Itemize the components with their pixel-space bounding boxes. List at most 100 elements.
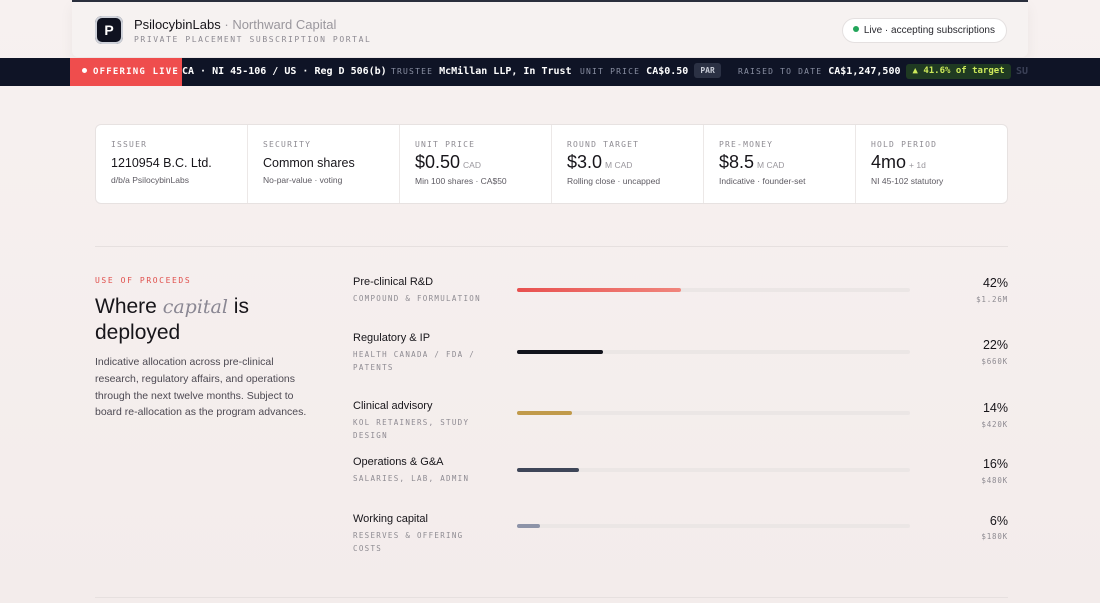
stat-label: PRE-MONEY	[719, 140, 774, 149]
stat-unit: + 1d	[909, 160, 926, 170]
allocation-sub: HEALTH CANADA / FDA / PATENTS	[353, 350, 476, 372]
ticker-trailing: SU	[1016, 66, 1029, 77]
section-title: Where capital is deployed	[95, 294, 315, 345]
stat-value-row: 4mo + 1d	[871, 152, 1007, 173]
allocation-amount: $480K	[981, 476, 1008, 485]
brand-name: PsilocybinLabs · Northward Capital	[134, 17, 336, 32]
allocation-fill	[517, 411, 572, 415]
allocation-sub: KOL RETAINERS, STUDY DESIGN	[353, 418, 470, 440]
stat-sub: Rolling close · uncapped	[567, 176, 661, 186]
stat-label: UNIT PRICE	[415, 140, 476, 149]
section-description: Indicative allocation across pre-clinica…	[95, 356, 307, 419]
allocation-sub: RESERVES & OFFERING COSTS	[353, 531, 464, 553]
ticker-unit-price: UNIT PRICE CA$0.50 PAR	[580, 58, 721, 86]
live-status-pill[interactable]: Live · accepting subscriptions	[841, 18, 1007, 43]
allocation-track	[517, 350, 910, 354]
stat-unit: M CAD	[757, 160, 785, 170]
stat-unit: M CAD	[605, 160, 633, 170]
ticker-unit-price-label: UNIT PRICE	[580, 67, 641, 76]
allocation-track	[517, 524, 910, 528]
ticker-raised-value: CA$1,247,500	[828, 66, 901, 77]
section-divider	[95, 246, 1008, 247]
allocation-sub: COMPOUND & FORMULATION	[353, 294, 481, 303]
stat-value-row: $3.0 M CAD	[567, 152, 703, 173]
allocation-percent: 22%	[982, 338, 1008, 352]
stat-sub: d/b/a PsilocybinLabs	[111, 175, 189, 185]
stat-value-row: $8.5 M CAD	[719, 152, 855, 173]
stat-sub: No-par-value · voting	[263, 175, 343, 185]
offering-live-text: OFFERING LIVE	[93, 67, 180, 77]
brand-logo[interactable]: P	[95, 16, 123, 44]
stat-label: ISSUER	[111, 140, 148, 149]
section-divider-bottom	[95, 597, 1008, 598]
allocation-sub: SALARIES, LAB, ADMIN	[353, 474, 470, 483]
stat-value: Common shares	[263, 156, 355, 170]
stat-label: HOLD PERIOD	[871, 140, 938, 149]
live-dot-icon	[82, 68, 87, 73]
stat-label: ROUND TARGET	[567, 140, 640, 149]
ticker-par-tag: PAR	[694, 63, 721, 78]
allocation-name: Operations & G&A	[353, 456, 444, 468]
allocation-amount: $1.26M	[976, 295, 1008, 304]
allocation-amount: $420K	[981, 420, 1008, 429]
allocation-fill	[517, 468, 580, 472]
brand-separator: ·	[224, 17, 229, 32]
stat-sub: Indicative · founder-set	[719, 176, 806, 186]
ticker-raised-label: RAISED TO DATE	[738, 67, 823, 76]
stat-sub: NI 45-102 statutory	[871, 176, 944, 186]
section-eyebrow: USE OF PROCEEDS	[95, 276, 192, 285]
allocation-percent: 6%	[989, 514, 1008, 528]
section-title-end: is deployed	[95, 295, 249, 344]
allocation-row: Operations & G&A SALARIES, LAB, ADMIN 16…	[353, 456, 1008, 506]
stat-value: $8.5	[719, 152, 755, 172]
allocation-row: Clinical advisory KOL RETAINERS, STUDY D…	[353, 400, 1008, 450]
stat-value: 1210954 B.C. Ltd.	[111, 156, 212, 170]
allocation-fill	[517, 288, 681, 292]
brand-partner: Northward Capital	[232, 17, 337, 32]
ticker-raised: RAISED TO DATE CA$1,247,500 ▲ 41.6% of tar…	[738, 58, 1011, 86]
allocation-percent: 14%	[982, 401, 1008, 415]
allocation-row: Working capital RESERVES & OFFERING COST…	[353, 513, 1008, 563]
allocation-row: Pre-clinical R&D COMPOUND & FORMULATION …	[353, 276, 1008, 326]
offering-terms-card: ISSUER 1210954 B.C. Ltd. d/b/a Psilocybi…	[95, 124, 1008, 204]
allocation-track	[517, 468, 910, 472]
allocation-name: Pre-clinical R&D	[353, 276, 434, 288]
stat-value: $3.0	[567, 152, 603, 172]
stat-security: SECURITY Common shares No-par-value · vo…	[248, 125, 400, 203]
stat-issuer: ISSUER 1210954 B.C. Ltd. d/b/a Psilocybi…	[96, 125, 248, 203]
stat-value-row: $0.50 CAD	[415, 152, 551, 173]
stat-label: SECURITY	[263, 140, 312, 149]
allocation-amount: $660K	[981, 357, 1008, 366]
section-title-start: Where	[95, 295, 157, 318]
live-status-text: Live · accepting subscriptions	[863, 25, 995, 36]
stat-hold-period: HOLD PERIOD 4mo + 1d NI 45-102 statutory	[856, 125, 1007, 203]
live-status-dot-icon	[852, 26, 859, 32]
brand-subtitle: PRIVATE PLACEMENT SUBSCRIPTION PORTAL	[134, 35, 372, 44]
ticker-unit-price-value: CA$0.50	[646, 66, 689, 77]
ticker-raised-badge: ▲ 41.6% of target	[906, 64, 1011, 79]
portal-header: P PsilocybinLabs · Northward Capital PRI…	[72, 0, 1028, 57]
ticker-trustee-label: TRUSTEE	[391, 67, 434, 76]
allocation-row: Regulatory & IP HEALTH CANADA / FDA / PA…	[353, 332, 1008, 382]
stat-value: $0.50	[415, 152, 461, 172]
allocation-amount: $180K	[981, 532, 1008, 541]
allocation-fill	[517, 350, 603, 354]
stat-unit-price: UNIT PRICE $0.50 CAD Min 100 shares · CA$…	[400, 125, 552, 203]
allocation-fill	[517, 524, 541, 528]
offering-ticker: OFFERING LIVE CA · NI 45-106 / US · Reg …	[0, 58, 1100, 86]
allocation-percent: 42%	[982, 276, 1008, 290]
allocation-track	[517, 411, 910, 415]
section-title-emphasis: capital	[162, 296, 228, 318]
allocation-name: Working capital	[353, 513, 428, 525]
stat-pre-money: PRE-MONEY $8.5 M CAD Indicative · founder…	[704, 125, 856, 203]
ticker-trustee: TRUSTEE McMillan LLP, In Trust	[391, 58, 572, 86]
ticker-jurisdiction: CA · NI 45-106 / US · Reg D 506(b)	[182, 66, 387, 77]
stat-unit: CAD	[463, 160, 481, 170]
stat-sub: Min 100 shares · CA$50	[415, 176, 507, 186]
allocation-percent: 16%	[982, 457, 1008, 471]
allocation-name: Clinical advisory	[353, 400, 433, 412]
stat-round-target: ROUND TARGET $3.0 M CAD Rolling close · u…	[552, 125, 704, 203]
offering-live-badge: OFFERING LIVE	[70, 58, 182, 86]
allocation-name: Regulatory & IP	[353, 332, 431, 344]
stat-value: 4mo	[871, 152, 907, 172]
